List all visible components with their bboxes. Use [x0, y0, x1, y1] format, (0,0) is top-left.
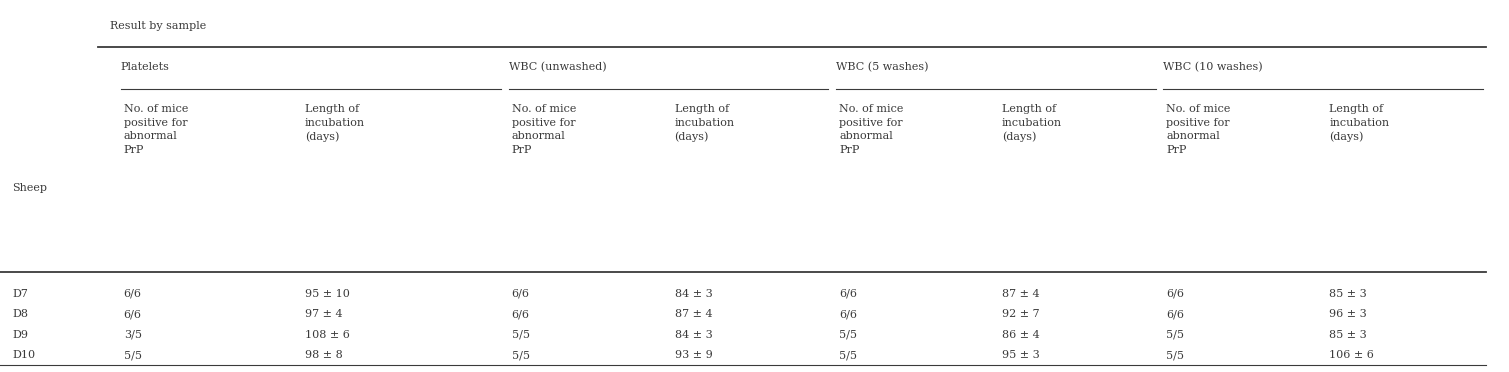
Text: D8: D8: [12, 310, 29, 319]
Text: 108 ± 6: 108 ± 6: [305, 330, 350, 340]
Text: 84 ± 3: 84 ± 3: [675, 289, 712, 299]
Text: D9: D9: [12, 330, 29, 340]
Text: No. of mice
positive for
abnormal
PrP: No. of mice positive for abnormal PrP: [1166, 104, 1231, 155]
Text: 6/6: 6/6: [512, 310, 530, 319]
Text: Sheep: Sheep: [12, 183, 47, 193]
Text: 5/5: 5/5: [124, 350, 142, 360]
Text: 6/6: 6/6: [512, 289, 530, 299]
Text: 6/6: 6/6: [839, 289, 857, 299]
Text: 95 ± 3: 95 ± 3: [1002, 350, 1040, 360]
Text: 85 ± 3: 85 ± 3: [1329, 289, 1367, 299]
Text: 5/5: 5/5: [1166, 330, 1185, 340]
Text: 87 ± 4: 87 ± 4: [1002, 289, 1040, 299]
Text: No. of mice
positive for
abnormal
PrP: No. of mice positive for abnormal PrP: [124, 104, 189, 155]
Text: No. of mice
positive for
abnormal
PrP: No. of mice positive for abnormal PrP: [839, 104, 904, 155]
Text: D7: D7: [12, 289, 29, 299]
Text: 86 ± 4: 86 ± 4: [1002, 330, 1040, 340]
Text: 97 ± 4: 97 ± 4: [305, 310, 343, 319]
Text: Platelets: Platelets: [121, 62, 169, 72]
Text: Length of
incubation
(days): Length of incubation (days): [1329, 104, 1390, 142]
Text: WBC (5 washes): WBC (5 washes): [836, 62, 928, 72]
Text: 6/6: 6/6: [124, 289, 142, 299]
Text: Length of
incubation
(days): Length of incubation (days): [305, 104, 365, 142]
Text: 5/5: 5/5: [1166, 350, 1185, 360]
Text: Result by sample: Result by sample: [110, 21, 207, 31]
Text: Length of
incubation
(days): Length of incubation (days): [675, 104, 735, 142]
Text: 5/5: 5/5: [839, 350, 857, 360]
Text: WBC (10 washes): WBC (10 washes): [1163, 62, 1263, 72]
Text: 6/6: 6/6: [1166, 310, 1185, 319]
Text: 85 ± 3: 85 ± 3: [1329, 330, 1367, 340]
Text: WBC (unwashed): WBC (unwashed): [509, 62, 607, 72]
Text: 3/5: 3/5: [124, 330, 142, 340]
Text: 84 ± 3: 84 ± 3: [675, 330, 712, 340]
Text: 6/6: 6/6: [124, 310, 142, 319]
Text: 93 ± 9: 93 ± 9: [675, 350, 712, 360]
Text: 87 ± 4: 87 ± 4: [675, 310, 712, 319]
Text: D10: D10: [12, 350, 35, 360]
Text: 5/5: 5/5: [512, 330, 530, 340]
Text: Length of
incubation
(days): Length of incubation (days): [1002, 104, 1062, 142]
Text: No. of mice
positive for
abnormal
PrP: No. of mice positive for abnormal PrP: [512, 104, 576, 155]
Text: 5/5: 5/5: [839, 330, 857, 340]
Text: 96 ± 3: 96 ± 3: [1329, 310, 1367, 319]
Text: 6/6: 6/6: [839, 310, 857, 319]
Text: 92 ± 7: 92 ± 7: [1002, 310, 1040, 319]
Text: 95 ± 10: 95 ± 10: [305, 289, 350, 299]
Text: 106 ± 6: 106 ± 6: [1329, 350, 1375, 360]
Text: 5/5: 5/5: [512, 350, 530, 360]
Text: 98 ± 8: 98 ± 8: [305, 350, 343, 360]
Text: 6/6: 6/6: [1166, 289, 1185, 299]
